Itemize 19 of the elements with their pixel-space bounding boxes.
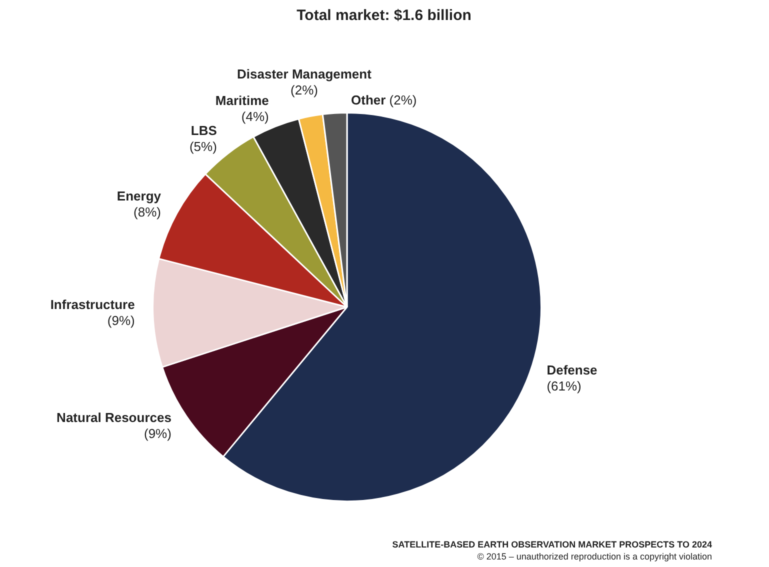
data-label: (5%) <box>189 138 217 154</box>
slice-label: Infrastructure <box>50 297 135 312</box>
slice-label: LBS <box>190 122 218 138</box>
data-label: (8%) <box>134 204 162 220</box>
data-label: (4%) <box>241 109 269 124</box>
data-label: (61%) <box>546 378 582 394</box>
data-label: (9%) <box>107 313 135 328</box>
chart-title: Total market: $1.6 billion <box>296 7 472 24</box>
slice-label: Natural Resources <box>56 410 172 425</box>
slice-label: Maritime <box>215 93 269 108</box>
slice-label: Other <box>351 92 386 108</box>
text: SATELLITE-BASED EARTH OBSERVATION MARKET PROSPECTS TO 2024 <box>392 539 712 550</box>
data-label: (9%) <box>144 426 172 441</box>
data-label: (2%) <box>389 92 417 108</box>
data-label: (2%) <box>290 82 318 98</box>
slice-label: Defense <box>546 362 598 378</box>
slice-label: Disaster Management <box>237 66 372 82</box>
slice-label: Energy <box>116 188 162 204</box>
text: © 2015 – unauthorized reproduction is a copyright violation <box>477 551 712 562</box>
